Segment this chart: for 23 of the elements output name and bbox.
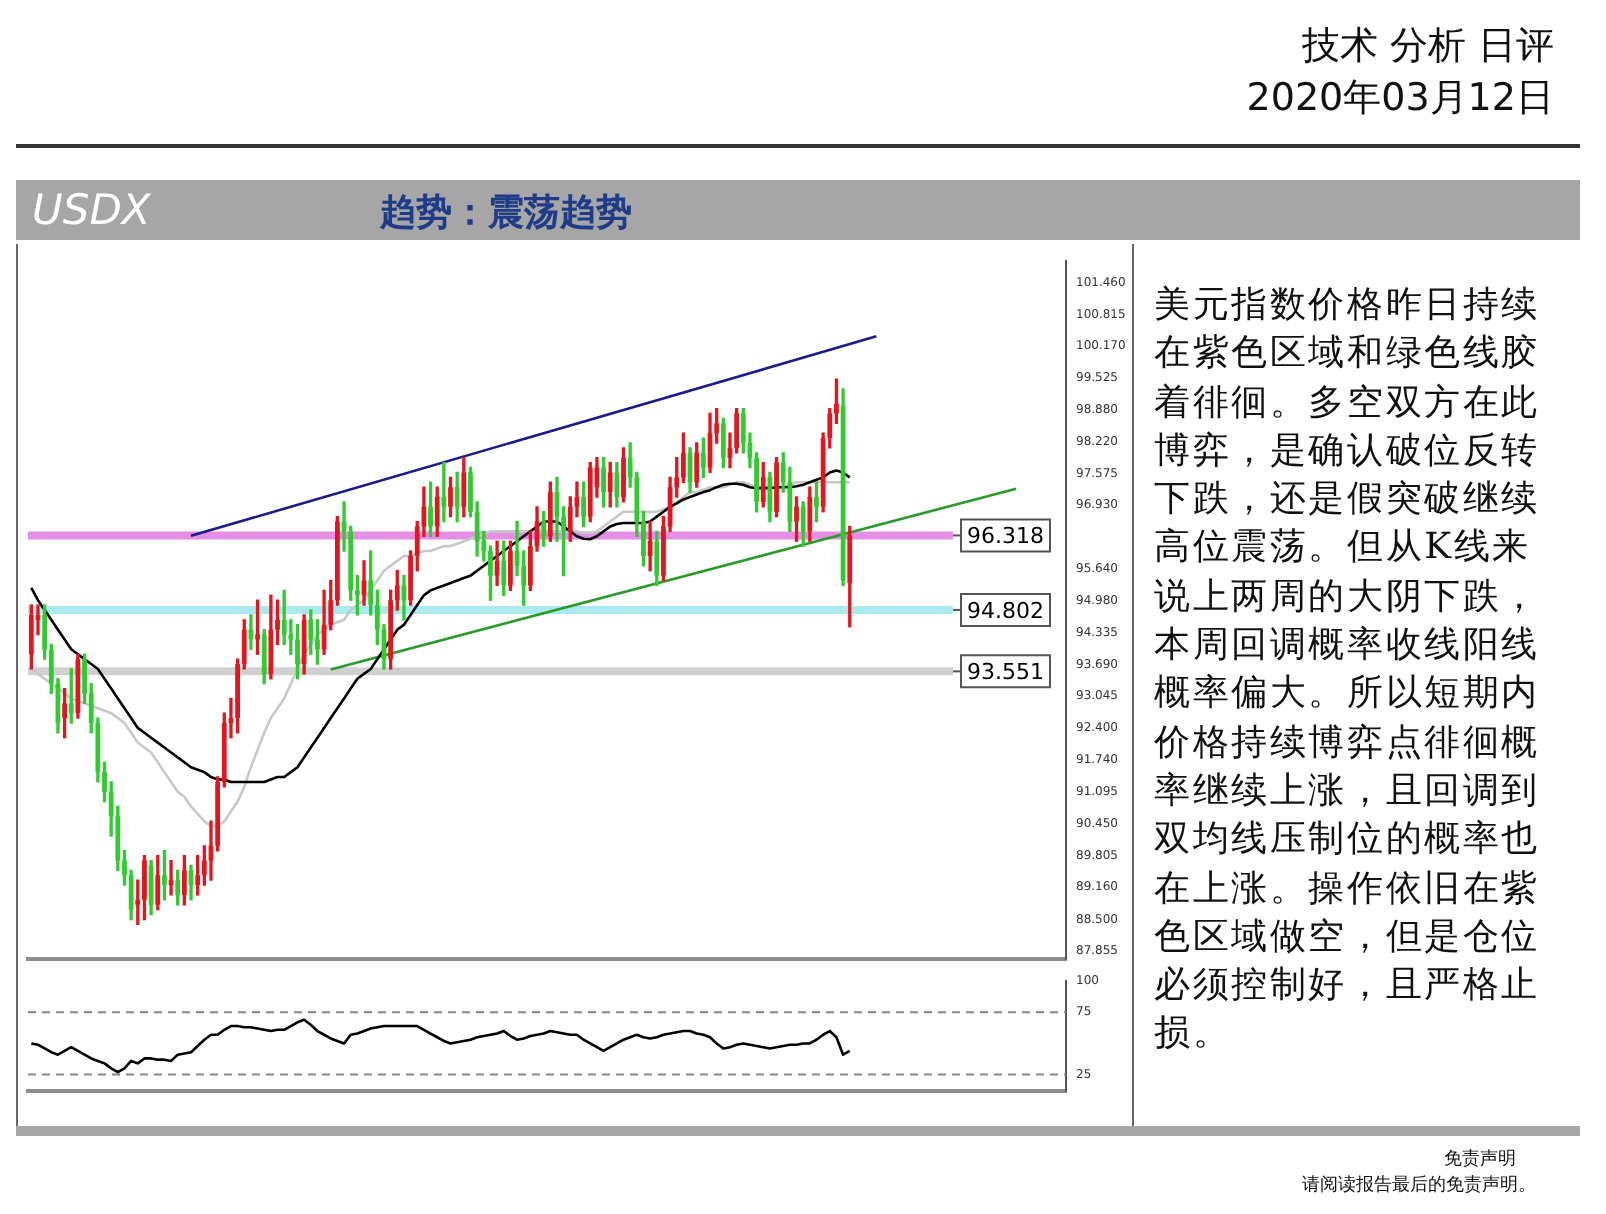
candlestick bbox=[428, 481, 433, 537]
candlestick bbox=[441, 461, 447, 523]
ref-line-label: 96.318 bbox=[967, 523, 1045, 550]
candlestick bbox=[295, 624, 300, 680]
candlestick bbox=[62, 687, 67, 739]
candlestick bbox=[794, 496, 799, 542]
candlestick bbox=[581, 481, 586, 528]
chart-title: USDX bbox=[32, 186, 151, 234]
chart-subtitle: 趋势：震荡趋势 bbox=[380, 190, 632, 236]
candlestick bbox=[508, 540, 513, 592]
ref-line-label: 93.551 bbox=[967, 659, 1045, 686]
candlestick bbox=[162, 850, 167, 901]
candlestick bbox=[601, 457, 606, 508]
ref-line-label: 94.802 bbox=[967, 597, 1045, 624]
candlestick bbox=[142, 854, 147, 921]
text: 请阅读报告最后的免责声明。 bbox=[1302, 1173, 1536, 1198]
candlestick bbox=[621, 447, 626, 503]
candlestick bbox=[448, 476, 453, 518]
text: 2020年03月12日 bbox=[1246, 74, 1554, 124]
candlestick bbox=[814, 481, 819, 523]
text: 免责声明 bbox=[1444, 1147, 1516, 1172]
text: 美元指数价格昨日持续在紫色区域和绿色线胶着徘徊。多空双方在此博弈，是确认破位反转下跌，还是假突破继续高位震荡。但从K线来说上两周的大阴下跌，本周回调概率收线阳线概率偏大。所以短期内价格持续博弈点徘徊概率继续上涨，且回调到双均线压制位的概率也在上涨。操作依旧在紫色区域做空，但是仓位必须控制好，且严格止损。 bbox=[1154, 284, 1540, 1055]
text: 技术 分析 日评 bbox=[1301, 22, 1554, 72]
